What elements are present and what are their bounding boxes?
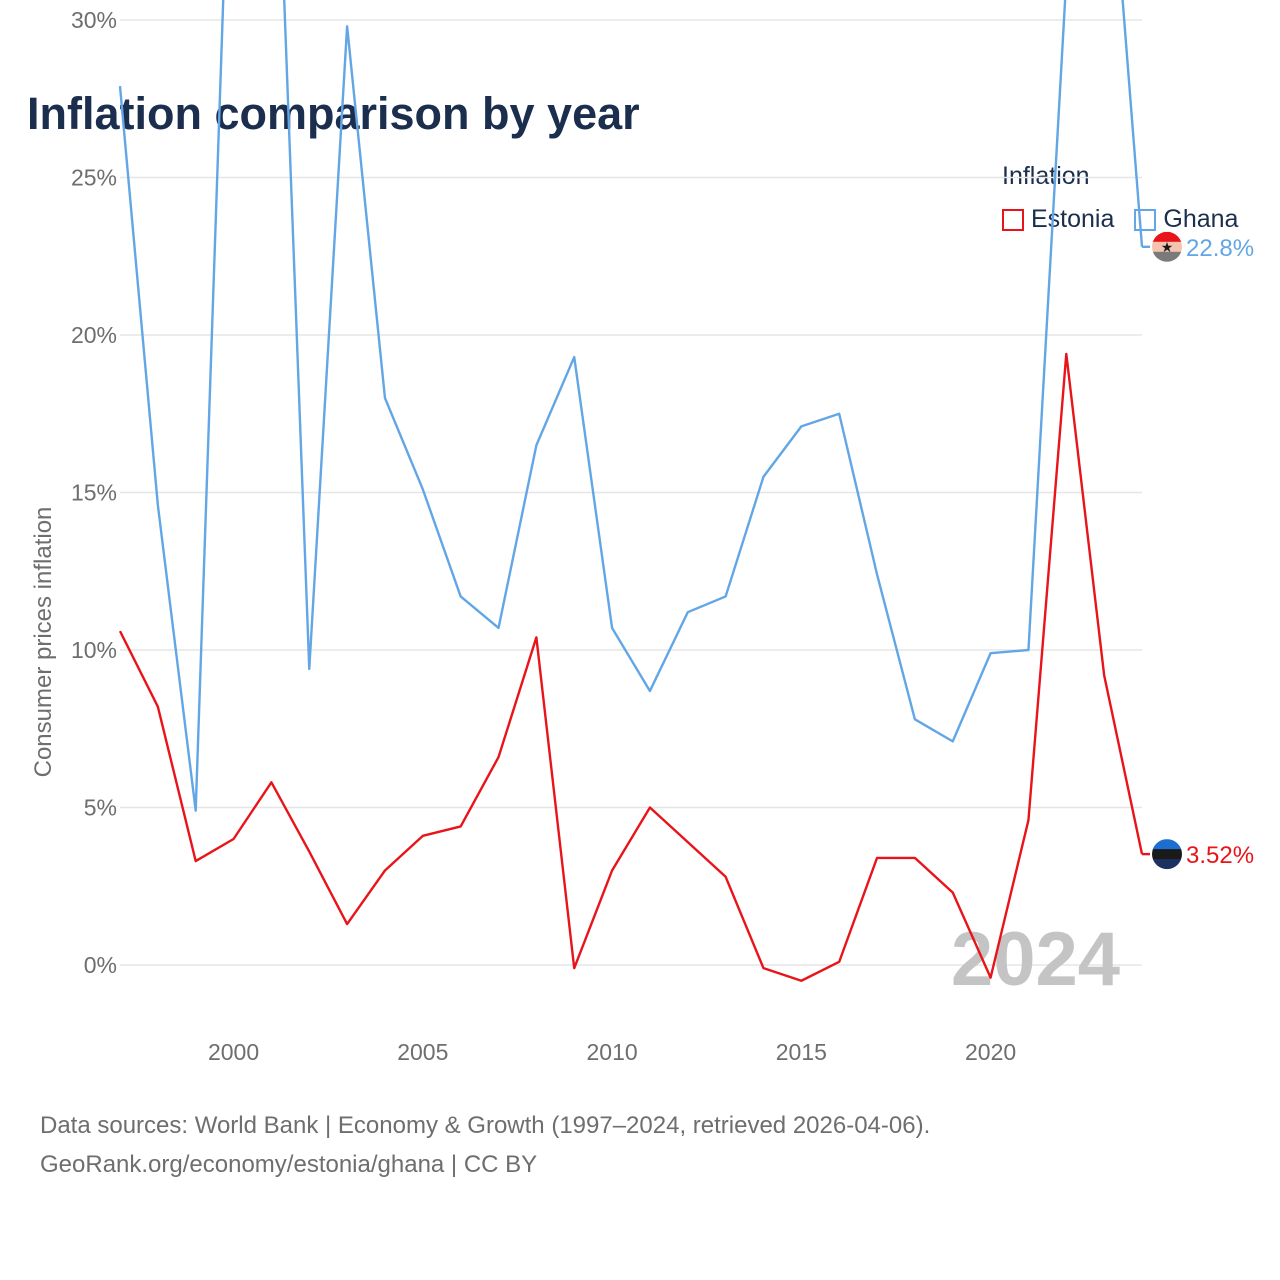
data-point-estonia[interactable] (571, 965, 577, 971)
y-tick-label: 20% (71, 322, 117, 348)
data-point-ghana[interactable] (609, 625, 615, 631)
data-point-estonia[interactable] (609, 868, 615, 874)
y-tick-label: 30% (71, 7, 117, 33)
x-tick-label: 2015 (776, 1039, 827, 1065)
data-point-estonia[interactable] (1025, 817, 1031, 823)
source-note: Data sources: World Bank | Economy & Gro… (40, 1106, 930, 1184)
data-point-estonia[interactable] (496, 754, 502, 760)
data-point-estonia[interactable] (798, 978, 804, 984)
data-point-estonia[interactable] (874, 855, 880, 861)
data-point-ghana[interactable] (760, 474, 766, 480)
grid (120, 19, 1142, 966)
y-tick-label: 15% (71, 480, 117, 506)
legend: Estonia Ghana (1002, 205, 1258, 234)
data-point-ghana[interactable] (723, 593, 729, 599)
data-point-ghana[interactable] (950, 738, 956, 744)
data-point-ghana[interactable] (382, 395, 388, 401)
data-point-ghana[interactable] (1025, 647, 1031, 653)
data-point-estonia[interactable] (988, 975, 994, 981)
data-point-estonia[interactable] (1101, 672, 1107, 678)
series-layer (117, 0, 1144, 984)
series-line-estonia[interactable] (118, 352, 1144, 982)
y-tick-label: 5% (84, 795, 117, 821)
data-point-ghana[interactable] (193, 808, 199, 814)
data-point-estonia[interactable] (950, 890, 956, 896)
data-point-estonia[interactable] (1063, 351, 1069, 357)
data-point-estonia[interactable] (155, 704, 161, 710)
legend-swatch-estonia (1002, 208, 1024, 231)
data-point-ghana[interactable] (647, 688, 653, 694)
data-point-estonia[interactable] (117, 628, 123, 634)
data-point-ghana[interactable] (836, 411, 842, 417)
series-line-ghana[interactable] (118, 0, 1144, 812)
svg-text:★: ★ (1161, 240, 1174, 256)
source-line-2[interactable]: GeoRank.org/economy/estonia/ghana | CC B… (40, 1151, 538, 1178)
data-point-ghana[interactable] (155, 502, 161, 508)
y-axis: 0%5%10%15%20%25%30%35%40% (71, 7, 117, 978)
legend-item-ghana[interactable]: Ghana (1134, 205, 1238, 234)
ghana-flag-icon: ★ (1152, 231, 1182, 262)
end-labels: 3.52% ★ 22.8% (1142, 231, 1254, 870)
data-point-ghana[interactable] (306, 666, 312, 672)
y-tick-label: 10% (71, 637, 117, 663)
data-point-estonia[interactable] (231, 836, 237, 842)
data-point-estonia[interactable] (836, 959, 842, 965)
data-point-ghana[interactable] (685, 609, 691, 615)
y-tick-label: 25% (71, 165, 117, 191)
legend-swatch-ghana (1134, 208, 1157, 231)
legend-item-estonia[interactable]: Estonia (1002, 205, 1114, 234)
data-point-ghana[interactable] (912, 716, 918, 722)
legend-title: Inflation (1002, 162, 1090, 190)
data-point-estonia[interactable] (458, 823, 464, 829)
year-watermark: 2024 (951, 917, 1120, 1002)
data-point-estonia[interactable] (382, 868, 388, 874)
y-axis-label: Consumer prices inflation (30, 507, 57, 778)
x-tick-label: 2000 (208, 1039, 259, 1065)
legend-label-ghana: Ghana (1163, 205, 1239, 233)
data-point-estonia[interactable] (533, 634, 539, 640)
data-point-estonia[interactable] (723, 874, 729, 880)
data-point-ghana[interactable] (420, 486, 426, 492)
data-point-ghana[interactable] (874, 571, 880, 577)
data-point-estonia[interactable] (268, 779, 274, 785)
data-point-estonia[interactable] (912, 855, 918, 861)
data-point-estonia[interactable] (647, 805, 653, 811)
source-line-1: Data sources: World Bank | Economy & Gro… (40, 1112, 931, 1139)
legend-label-estonia: Estonia (1031, 205, 1115, 233)
data-point-ghana[interactable] (117, 83, 123, 89)
data-point-ghana[interactable] (798, 423, 804, 429)
data-point-estonia[interactable] (344, 921, 350, 927)
data-point-ghana[interactable] (496, 625, 502, 631)
data-point-ghana[interactable] (988, 650, 994, 656)
end-label-estonia: 3.52% (1186, 842, 1254, 869)
x-axis: 2000 2005 2010 2015 2020 (208, 1039, 1016, 1065)
data-point-ghana[interactable] (344, 23, 350, 29)
data-point-estonia[interactable] (306, 849, 312, 855)
x-tick-label: 2020 (965, 1039, 1016, 1065)
data-point-ghana[interactable] (533, 442, 539, 448)
data-point-ghana[interactable] (571, 354, 577, 360)
data-point-estonia[interactable] (193, 858, 199, 864)
estonia-flag-icon (1152, 839, 1182, 870)
x-tick-label: 2010 (586, 1039, 637, 1065)
chart-title: Inflation comparison by year (27, 88, 640, 139)
end-label-ghana: 22.8% (1186, 235, 1254, 262)
x-tick-label: 2005 (397, 1039, 448, 1065)
data-point-estonia[interactable] (685, 839, 691, 845)
data-point-estonia[interactable] (760, 965, 766, 971)
data-point-estonia[interactable] (420, 833, 426, 839)
data-point-ghana[interactable] (458, 593, 464, 599)
y-tick-label: 0% (84, 952, 117, 978)
